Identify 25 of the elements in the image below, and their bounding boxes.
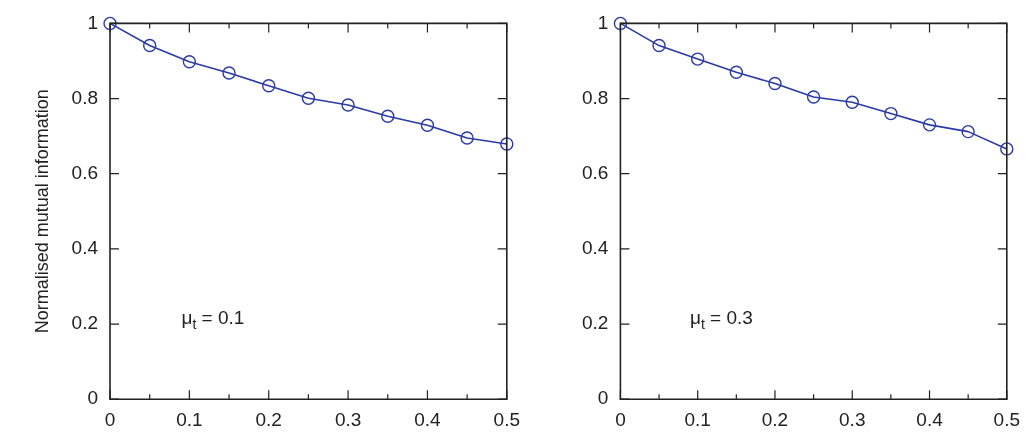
x-tick-label: 0.3 <box>334 408 362 430</box>
y-tick-label: 0.4 <box>581 237 609 259</box>
y-tick-label: 0.8 <box>71 86 99 108</box>
y-tick-label: 0.2 <box>71 312 99 334</box>
y-tick-label: 0.2 <box>581 312 609 334</box>
y-tick-label: 1 <box>597 11 609 33</box>
x-tick-label: 0.4 <box>916 408 944 430</box>
x-tick-label: 0 <box>615 408 626 430</box>
x-tick-label: 0.2 <box>255 408 282 430</box>
x-tick-label: 0.1 <box>176 408 203 430</box>
y-tick-label: 0.8 <box>581 86 609 108</box>
x-tick-label: 0.2 <box>761 408 789 430</box>
y-tick-label: 0 <box>597 387 609 409</box>
y-tick-label: 0 <box>87 387 99 409</box>
x-tick-label: 0.4 <box>414 408 442 430</box>
y-axis-title: Normalised mutual information <box>31 89 52 334</box>
y-tick-label: 1 <box>87 11 99 33</box>
y-tick-label: 0.6 <box>581 161 609 183</box>
x-tick-label: 0.5 <box>493 408 520 430</box>
x-tick-label: 0.1 <box>684 408 711 430</box>
y-tick-label: 0.4 <box>71 237 99 259</box>
x-tick-label: 0.3 <box>839 408 866 430</box>
y-tick-label: 0.6 <box>71 161 99 183</box>
x-tick-label: 0.5 <box>993 408 1020 430</box>
x-tick-label: 0 <box>104 408 116 430</box>
